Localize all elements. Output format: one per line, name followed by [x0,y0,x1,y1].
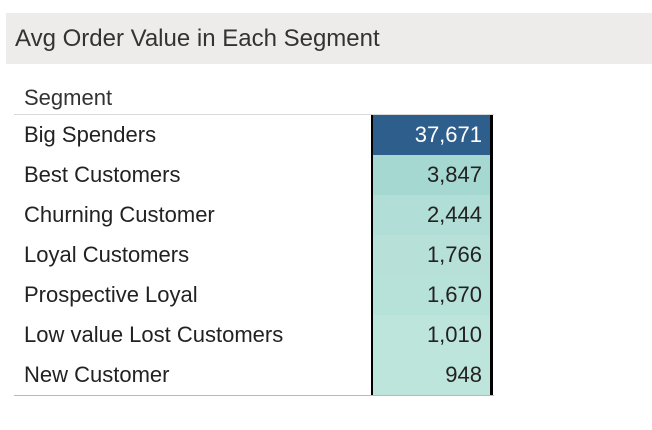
value-label: 948 [445,362,482,387]
segment-label: Best Customers [24,162,181,187]
value-cell: 3,847 [373,155,490,195]
table-row: Best Customers 3,847 [14,155,494,195]
table-row: Churning Customer 2,444 [14,195,494,235]
table-row: Low value Lost Customers 1,010 [14,315,494,355]
value-label: 3,847 [426,162,482,187]
segment-label: New Customer [24,362,170,387]
value-label: 1,010 [426,322,482,347]
segment-label: Loyal Customers [24,242,190,267]
table-rows: Big Spenders 37,671 Best Customers 3,847 Chu… [14,115,494,395]
segment-label: Big Spenders [24,122,157,147]
value-label: 1,766 [426,242,482,267]
value-column-left-border [371,115,373,395]
table-row: Prospective Loyal 1,670 [14,275,494,315]
table-row: New Customer 948 [14,355,494,395]
segment-label: Prospective Loyal [24,282,198,307]
value-cell: 948 [373,355,490,395]
chart-title-bar: Avg Order Value in Each Segment [6,13,652,64]
segment-column-header: Segment [24,85,113,110]
table-bottom-divider [14,395,494,396]
value-cell: 1,670 [373,275,490,315]
value-label: 2,444 [426,202,482,227]
header-divider [14,114,494,115]
value-label: 37,671 [414,122,482,147]
value-cell: 1,010 [373,315,490,355]
value-column-right-border [490,115,493,395]
table-row: Loyal Customers 1,766 [14,235,494,275]
highlight-table: Segment Big Spenders 37,671 Best Customers… [14,76,494,396]
segment-label: Low value Lost Customers [24,322,284,347]
chart-title: Avg Order Value in Each Segment [15,25,380,52]
value-label: 1,670 [426,282,482,307]
value-cell: 1,766 [373,235,490,275]
table-row: Big Spenders 37,671 [14,115,494,155]
value-cell: 37,671 [373,115,490,155]
segment-label: Churning Customer [24,202,215,227]
value-cell: 2,444 [373,195,490,235]
